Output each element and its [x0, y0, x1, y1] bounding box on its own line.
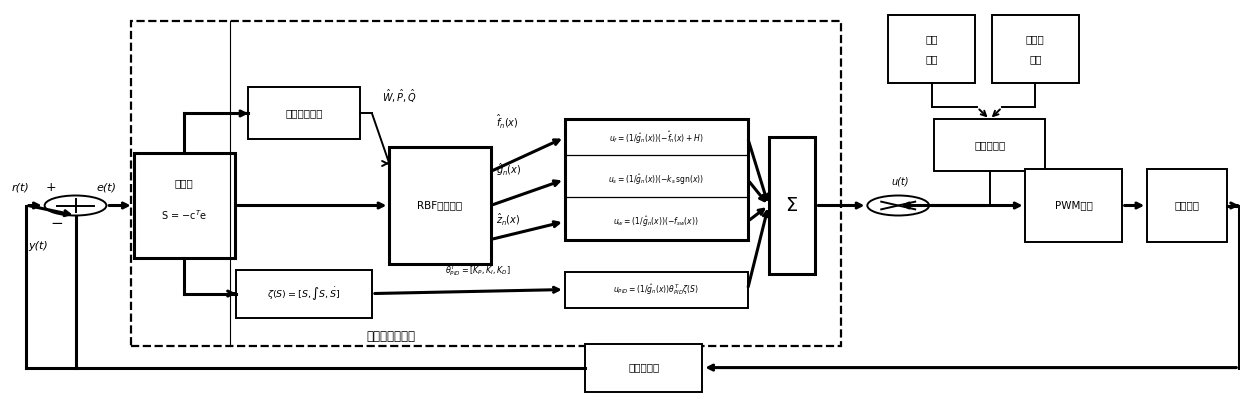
Bar [585, 344, 702, 392]
Text: $\hat{W},\hat{P},\hat{Q}$: $\hat{W},\hat{P},\hat{Q}$ [382, 88, 417, 105]
Bar [131, 21, 842, 346]
Text: $u_f=(1/\hat{g}_n(x))(-\hat{f}_n(x)+H)$: $u_f=(1/\hat{g}_n(x))(-\hat{f}_n(x)+H)$ [609, 129, 703, 146]
Text: $\hat{g}_n(x)$: $\hat{g}_n(x)$ [496, 161, 521, 178]
Text: 滑模面: 滑模面 [175, 179, 193, 189]
Bar [248, 87, 360, 139]
Text: −: − [51, 216, 63, 231]
Text: r(t): r(t) [11, 183, 29, 193]
Bar [992, 15, 1079, 83]
Bar [134, 154, 234, 258]
Bar [389, 147, 491, 264]
Text: +: + [46, 181, 56, 194]
Text: $\Sigma$: $\Sigma$ [785, 196, 799, 215]
Bar [236, 270, 372, 318]
Text: 前馈控制器: 前馈控制器 [973, 141, 1006, 150]
Text: $\zeta(S)=[S,\int S,\dot{S}]$: $\zeta(S)=[S,\int S,\dot{S}]$ [267, 285, 341, 302]
Text: 振幅软测量: 振幅软测量 [629, 363, 660, 373]
Text: 温度: 温度 [1029, 54, 1042, 64]
Text: y(t): y(t) [29, 241, 48, 251]
Text: 鲁棒自适应控制: 鲁棒自适应控制 [366, 330, 415, 343]
Text: u(t): u(t) [892, 177, 909, 187]
Text: $u_s=(1/\hat{g}_n(x))(-k_s\,\mathrm{sgn}(x))$: $u_s=(1/\hat{g}_n(x))(-k_s\,\mathrm{sgn}… [608, 172, 704, 187]
Bar [564, 119, 748, 239]
Bar [564, 272, 748, 307]
Text: $\hat{f}_n(x)$: $\hat{f}_n(x)$ [496, 112, 518, 130]
Bar [769, 137, 816, 274]
Text: e(t): e(t) [97, 183, 117, 193]
Bar [934, 119, 1045, 172]
Text: $u_{PID}=(1/\hat{g}_n(x))\theta^T_{PID}\zeta(S)$: $u_{PID}=(1/\hat{g}_n(x))\theta^T_{PID}\… [613, 282, 699, 297]
Text: $\hat{z}_n(x)$: $\hat{z}_n(x)$ [496, 212, 520, 227]
Bar [1147, 170, 1228, 241]
Bar [1025, 170, 1122, 241]
Text: 自适应学习率: 自适应学习率 [285, 108, 322, 118]
Text: PWM控制: PWM控制 [1055, 201, 1092, 210]
Text: 频率: 频率 [925, 54, 937, 64]
Text: 谐振: 谐振 [925, 34, 937, 44]
Text: 换能器: 换能器 [1025, 34, 1045, 44]
Text: 振动系统: 振动系统 [1174, 201, 1200, 210]
Circle shape [45, 195, 107, 216]
Text: $u_w=(1/\hat{g}_n(x))(-f_{sw}(x))$: $u_w=(1/\hat{g}_n(x))(-f_{sw}(x))$ [614, 214, 699, 229]
Circle shape [867, 195, 929, 216]
Text: RBF神经网络: RBF神经网络 [418, 201, 463, 210]
Bar [888, 15, 975, 83]
Text: S = −c$^T$e: S = −c$^T$e [161, 209, 207, 222]
Text: $\theta^T_{PID}=[K_P,K_I,K_D]$: $\theta^T_{PID}=[K_P,K_I,K_D]$ [445, 263, 511, 278]
